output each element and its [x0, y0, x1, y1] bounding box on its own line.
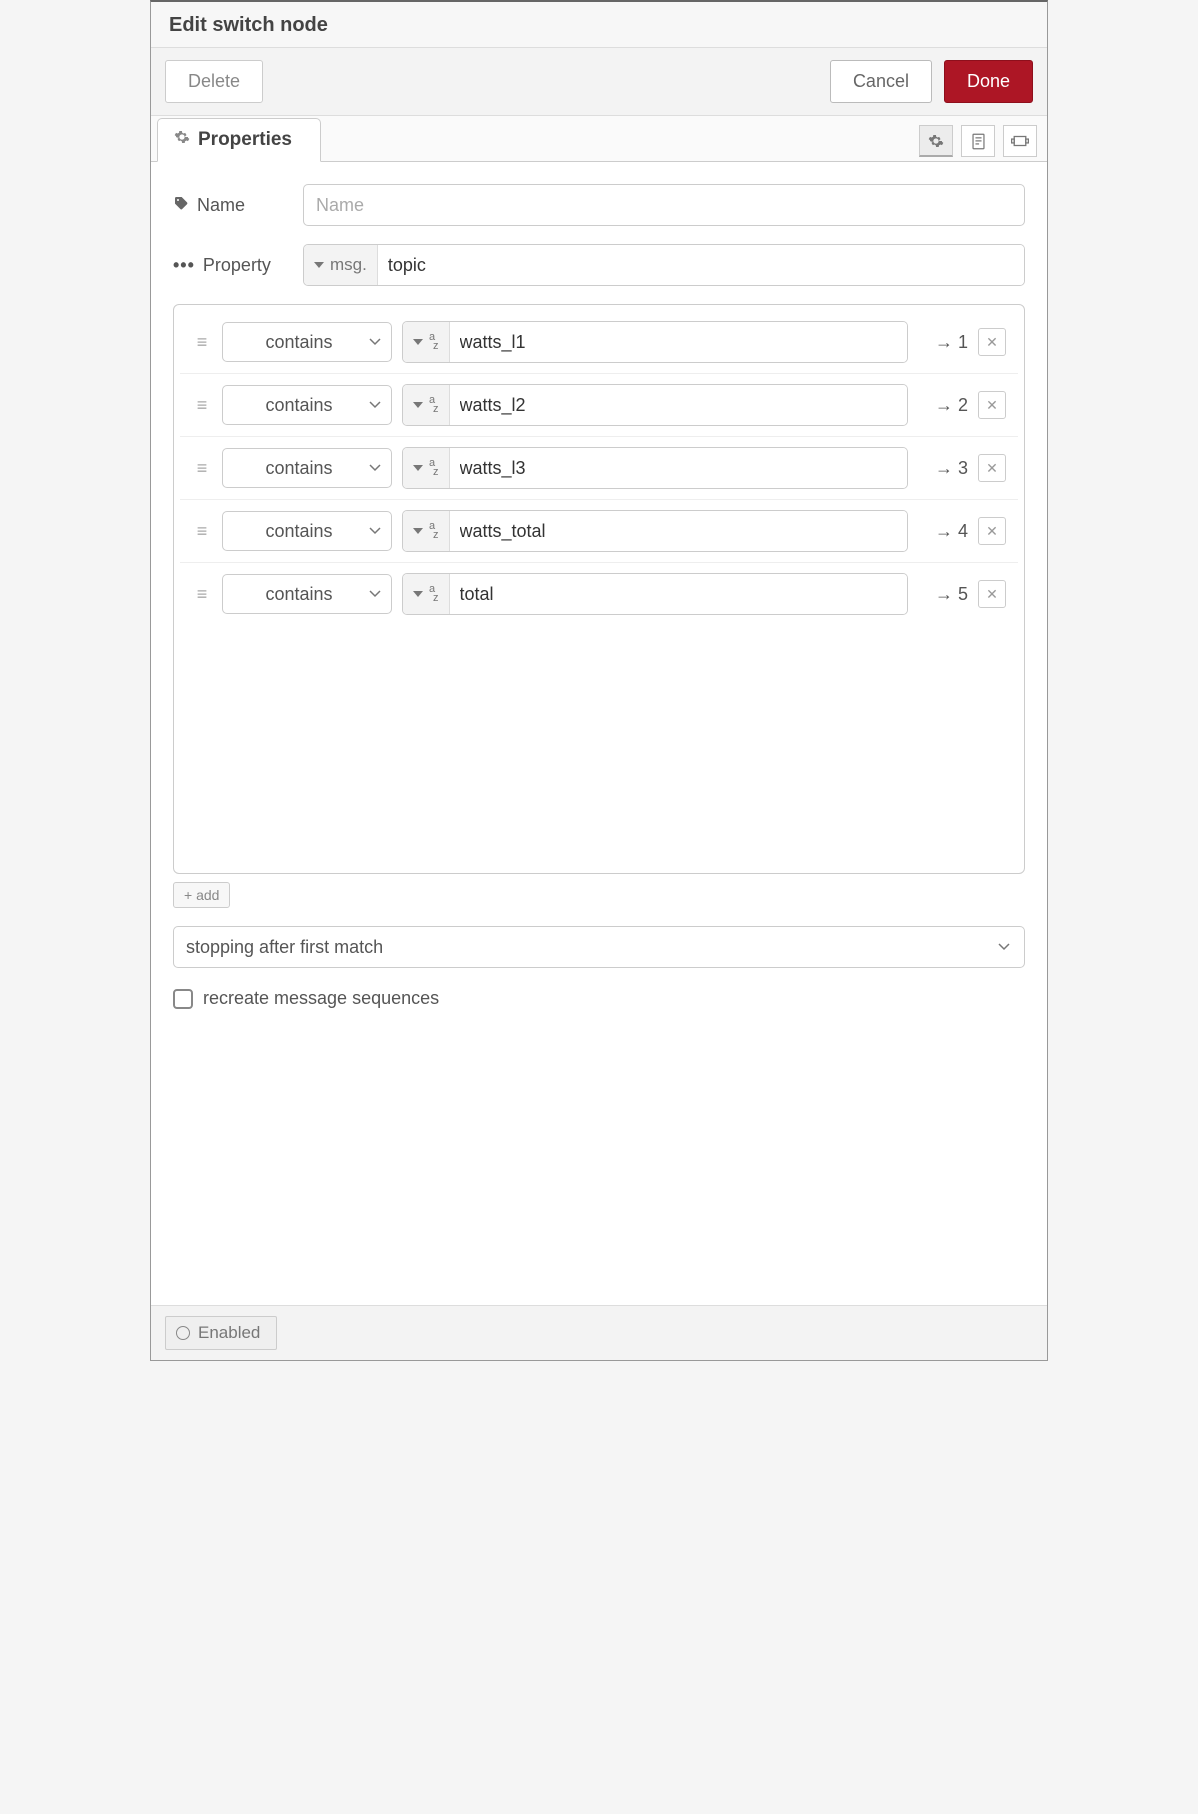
rule-value-type-button[interactable]: az: [403, 448, 450, 488]
rule-output-label: → 5: [918, 584, 968, 605]
rule-row: ≡ ==!=containsmatches regexis trueis fals…: [180, 437, 1018, 500]
caret-down-icon: [314, 262, 324, 268]
rule-row: ≡ ==!=containsmatches regexis trueis fals…: [180, 563, 1018, 625]
string-type-icon: az: [429, 459, 439, 477]
rule-output-label: → 2: [918, 395, 968, 416]
drag-handle-icon[interactable]: ≡: [192, 521, 212, 542]
close-icon: ✕: [986, 397, 998, 414]
rule-value-input[interactable]: [450, 511, 908, 551]
rule-row: ≡ ==!=containsmatches regexis trueis fals…: [180, 374, 1018, 437]
caret-down-icon: [413, 339, 423, 345]
add-label: add: [196, 887, 219, 903]
rule-value-typed-input: az: [402, 384, 908, 426]
rule-operator-select[interactable]: ==!=containsmatches regexis trueis false…: [222, 322, 392, 362]
rule-row: ≡ ==!=containsmatches regexis trueis fals…: [180, 500, 1018, 563]
plus-icon: +: [184, 887, 192, 903]
rule-value-input[interactable]: [450, 322, 908, 362]
rule-value-type-button[interactable]: az: [403, 322, 450, 362]
drag-handle-icon[interactable]: ≡: [192, 584, 212, 605]
mode-select[interactable]: checking all rulesstopping after first m…: [173, 926, 1025, 968]
recreate-checkbox[interactable]: [173, 989, 193, 1009]
rule-value-typed-input: az: [402, 321, 908, 363]
string-type-icon: az: [429, 585, 439, 603]
tab-properties[interactable]: Properties: [157, 118, 321, 162]
delete-rule-button[interactable]: ✕: [978, 454, 1006, 482]
gear-icon: [174, 129, 190, 151]
dialog-button-bar: Delete Cancel Done: [151, 48, 1047, 116]
close-icon: ✕: [986, 334, 998, 351]
delete-button[interactable]: Delete: [165, 60, 263, 103]
drag-handle-icon[interactable]: ≡: [192, 332, 212, 353]
rules-list: ≡ ==!=containsmatches regexis trueis fals…: [173, 304, 1025, 874]
recreate-checkbox-row[interactable]: recreate message sequences: [173, 988, 1025, 1009]
name-row: Name: [173, 184, 1025, 226]
caret-down-icon: [413, 402, 423, 408]
rule-row: ≡ ==!=containsmatches regexis trueis fals…: [180, 311, 1018, 374]
dialog-footer: Enabled: [151, 1305, 1047, 1360]
rule-operator-select[interactable]: ==!=containsmatches regexis trueis false…: [222, 511, 392, 551]
property-row: ••• Property msg.: [173, 244, 1025, 286]
drag-handle-icon[interactable]: ≡: [192, 458, 212, 479]
rule-operator-select[interactable]: ==!=containsmatches regexis trueis false…: [222, 448, 392, 488]
rule-value-typed-input: az: [402, 447, 908, 489]
string-type-icon: az: [429, 522, 439, 540]
rule-value-input[interactable]: [450, 448, 908, 488]
caret-down-icon: [413, 465, 423, 471]
string-type-icon: az: [429, 396, 439, 414]
rule-value-type-button[interactable]: az: [403, 574, 450, 614]
property-label: Property: [203, 255, 271, 276]
rule-value-input[interactable]: [450, 385, 908, 425]
close-icon: ✕: [986, 586, 998, 603]
name-label: Name: [197, 195, 245, 216]
tabs-row: Properties: [151, 116, 1047, 162]
tab-icon-appearance[interactable]: [1003, 125, 1037, 157]
delete-rule-button[interactable]: ✕: [978, 580, 1006, 608]
dialog-title: Edit switch node: [151, 2, 1047, 48]
ellipsis-icon: •••: [173, 255, 195, 276]
rule-value-type-button[interactable]: az: [403, 511, 450, 551]
rule-value-typed-input: az: [402, 510, 908, 552]
close-icon: ✕: [986, 523, 998, 540]
dialog-body: Name ••• Property msg. ≡ ==!=containsmatc…: [151, 162, 1047, 1305]
rule-value-typed-input: az: [402, 573, 908, 615]
done-button[interactable]: Done: [944, 60, 1033, 103]
rule-output-label: → 4: [918, 521, 968, 542]
enabled-label: Enabled: [198, 1323, 260, 1343]
name-input[interactable]: [303, 184, 1025, 226]
edit-node-dialog: Edit switch node Delete Cancel Done Prop…: [150, 0, 1048, 1361]
tab-label: Properties: [198, 129, 292, 151]
recreate-label: recreate message sequences: [203, 988, 439, 1009]
delete-rule-button[interactable]: ✕: [978, 391, 1006, 419]
rule-value-input[interactable]: [450, 574, 908, 614]
rule-value-type-button[interactable]: az: [403, 385, 450, 425]
property-typed-input: msg.: [303, 244, 1025, 286]
string-type-icon: az: [429, 333, 439, 351]
caret-down-icon: [413, 591, 423, 597]
cancel-button[interactable]: Cancel: [830, 60, 932, 103]
tab-icon-properties[interactable]: [919, 125, 953, 157]
drag-handle-icon[interactable]: ≡: [192, 395, 212, 416]
tag-icon: [173, 195, 189, 216]
enabled-toggle[interactable]: Enabled: [165, 1316, 277, 1350]
property-type-button[interactable]: msg.: [304, 245, 378, 285]
rule-output-label: → 1: [918, 332, 968, 353]
close-icon: ✕: [986, 460, 998, 477]
rule-operator-select[interactable]: ==!=containsmatches regexis trueis false…: [222, 385, 392, 425]
circle-icon: [176, 1326, 190, 1340]
delete-rule-button[interactable]: ✕: [978, 517, 1006, 545]
tab-icon-description[interactable]: [961, 125, 995, 157]
rule-output-label: → 3: [918, 458, 968, 479]
property-type-label: msg.: [330, 255, 367, 275]
add-rule-button[interactable]: + add: [173, 882, 230, 908]
delete-rule-button[interactable]: ✕: [978, 328, 1006, 356]
property-value-input[interactable]: [378, 245, 1024, 285]
rule-operator-select[interactable]: ==!=containsmatches regexis trueis false…: [222, 574, 392, 614]
caret-down-icon: [413, 528, 423, 534]
